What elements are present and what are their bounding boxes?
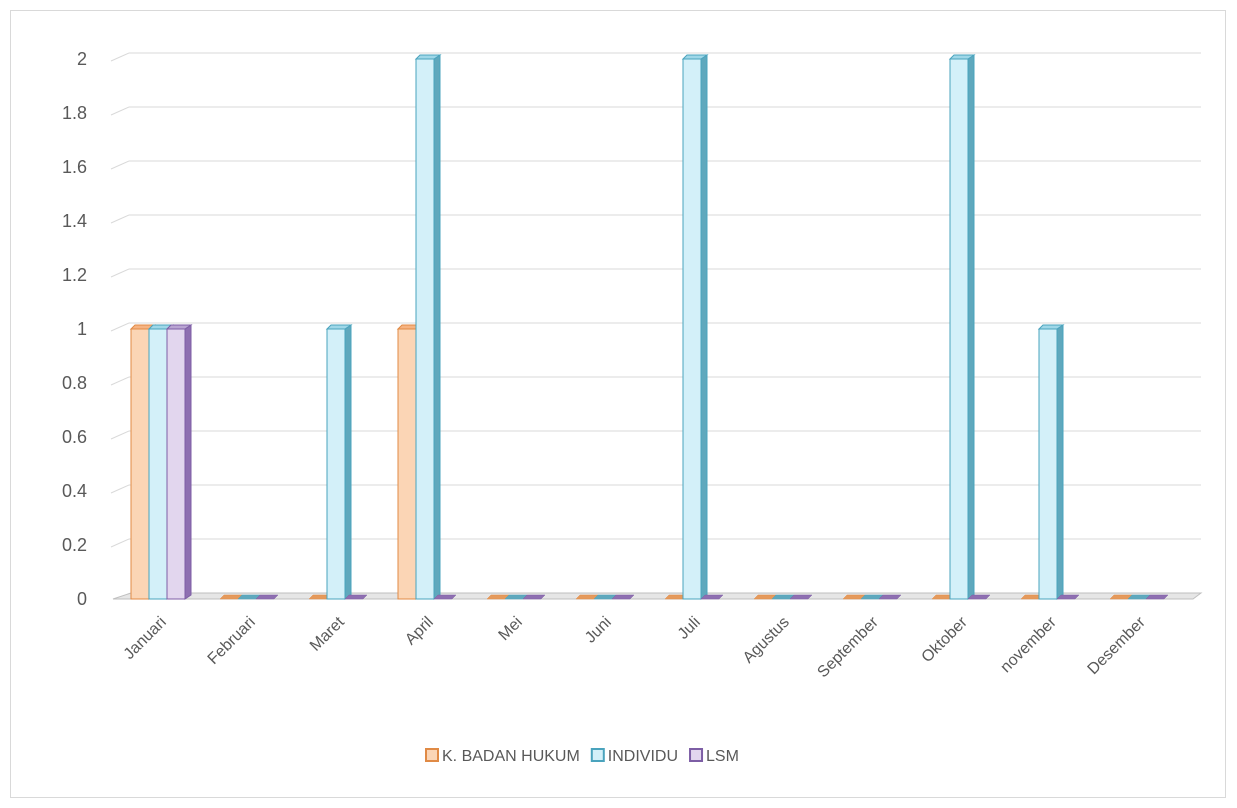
bar: [878, 594, 902, 600]
legend-item: INDIVIDU: [590, 748, 678, 765]
bar-front: [148, 328, 168, 600]
y-axis: 0 0.2 0.4 0.6 0.8 1 1.2 1.4 1.6 1.8 2: [62, 49, 87, 609]
bar-top: [165, 324, 193, 330]
bar-top: [325, 324, 353, 330]
y-tick-label: 0.4: [62, 481, 87, 501]
chart-floor: [112, 592, 1203, 600]
legend-label: K. BADAN HUKUM: [442, 748, 580, 765]
bar-side: [700, 54, 708, 600]
bar-side: [433, 54, 441, 600]
x-tick-label: Desember: [1085, 613, 1150, 678]
legend-item: LSM: [689, 748, 739, 765]
bar-zero: [1145, 594, 1169, 600]
gridline-side: [110, 430, 130, 440]
bar-front: [682, 58, 702, 600]
y-tick-label: 0: [77, 589, 87, 609]
bar-side: [1056, 324, 1064, 600]
bar-front: [1038, 328, 1058, 600]
bar: [433, 594, 457, 600]
gridline-side: [110, 214, 130, 224]
bar-chart: 0 0.2 0.4 0.6 0.8 1 1.2 1.4 1.6 1.8 2 Januari Febru…: [62, 49, 1203, 765]
x-tick-label: november: [997, 613, 1060, 676]
bar: [700, 594, 724, 600]
gridline-side: [110, 376, 130, 386]
bar-front: [415, 58, 435, 600]
bar-front: [130, 328, 150, 600]
x-tick-label: September: [814, 613, 882, 681]
y-tick-label: 1.6: [62, 157, 87, 177]
y-tick-label: 2: [77, 49, 87, 69]
bar-top: [948, 54, 976, 60]
legend: K. BADAN HUKUM INDIVIDU LSM: [425, 748, 739, 765]
bar-front: [166, 328, 186, 600]
x-tick-label: Juni: [582, 614, 615, 647]
bar-zero: [1056, 594, 1080, 600]
bar-zero: [344, 594, 368, 600]
bar: [522, 594, 546, 600]
x-tick-label: Oktober: [919, 613, 972, 666]
bar-zero: [700, 594, 724, 600]
gridlines: [110, 52, 1203, 600]
bar: [1037, 324, 1065, 600]
gridline-side: [110, 484, 130, 494]
x-tick-label: Februari: [205, 614, 259, 668]
bar: [344, 594, 368, 600]
gridline-side: [110, 538, 130, 548]
legend-label: LSM: [706, 748, 739, 765]
bar: [255, 594, 279, 600]
bar: [1145, 594, 1169, 600]
legend-label: INDIVIDU: [608, 748, 678, 765]
bar-side: [344, 324, 352, 600]
x-tick-label: Januari: [121, 614, 170, 663]
y-tick-label: 0.8: [62, 373, 87, 393]
bar: [789, 594, 813, 600]
bar-zero: [255, 594, 279, 600]
gridline-side: [110, 268, 130, 278]
x-tick-label: Juli: [675, 614, 704, 643]
y-tick-label: 1: [77, 319, 87, 339]
x-axis: Januari Februari Maret April Mei Juni Juli Agus…: [121, 613, 1150, 681]
gridline-side: [110, 160, 130, 170]
bar-zero: [967, 594, 991, 600]
bar: [165, 324, 193, 600]
gridline-side: [110, 106, 130, 116]
bar-zero: [611, 594, 635, 600]
legend-item: K. BADAN HUKUM: [425, 748, 580, 765]
y-tick-label: 1.4: [62, 211, 87, 231]
bar: [611, 594, 635, 600]
chart-frame: 0 0.2 0.4 0.6 0.8 1 1.2 1.4 1.6 1.8 2 Januari Febru…: [10, 10, 1226, 798]
x-tick-label: Mei: [496, 614, 526, 644]
y-tick-label: 0.6: [62, 427, 87, 447]
y-tick-label: 1.2: [62, 265, 87, 285]
legend-swatch: [425, 748, 439, 762]
bar-top: [414, 54, 442, 60]
bar-zero: [789, 594, 813, 600]
bar-zero: [433, 594, 457, 600]
bar-front: [949, 58, 969, 600]
legend-swatch: [689, 748, 704, 762]
x-tick-label: Maret: [307, 613, 348, 654]
y-tick-label: 1.8: [62, 103, 87, 123]
bar-front: [326, 328, 346, 600]
bar-top: [681, 54, 709, 60]
bar-side: [184, 324, 192, 600]
bar-top: [1037, 324, 1065, 330]
legend-swatch: [590, 748, 605, 762]
bar: [414, 54, 442, 600]
bar-side: [967, 54, 975, 600]
bar: [681, 54, 709, 600]
x-tick-label: Agustus: [740, 614, 793, 667]
bar-zero: [522, 594, 546, 600]
bar: [1056, 594, 1080, 600]
gridline-side: [110, 52, 130, 62]
bar: [967, 594, 991, 600]
x-tick-label: April: [402, 614, 437, 649]
bars: [129, 54, 1169, 600]
y-tick-label: 0.2: [62, 535, 87, 555]
bar-front: [397, 328, 417, 600]
bar: [948, 54, 976, 600]
bar-zero: [878, 594, 902, 600]
bar: [325, 324, 353, 600]
gridline-side: [110, 322, 130, 332]
